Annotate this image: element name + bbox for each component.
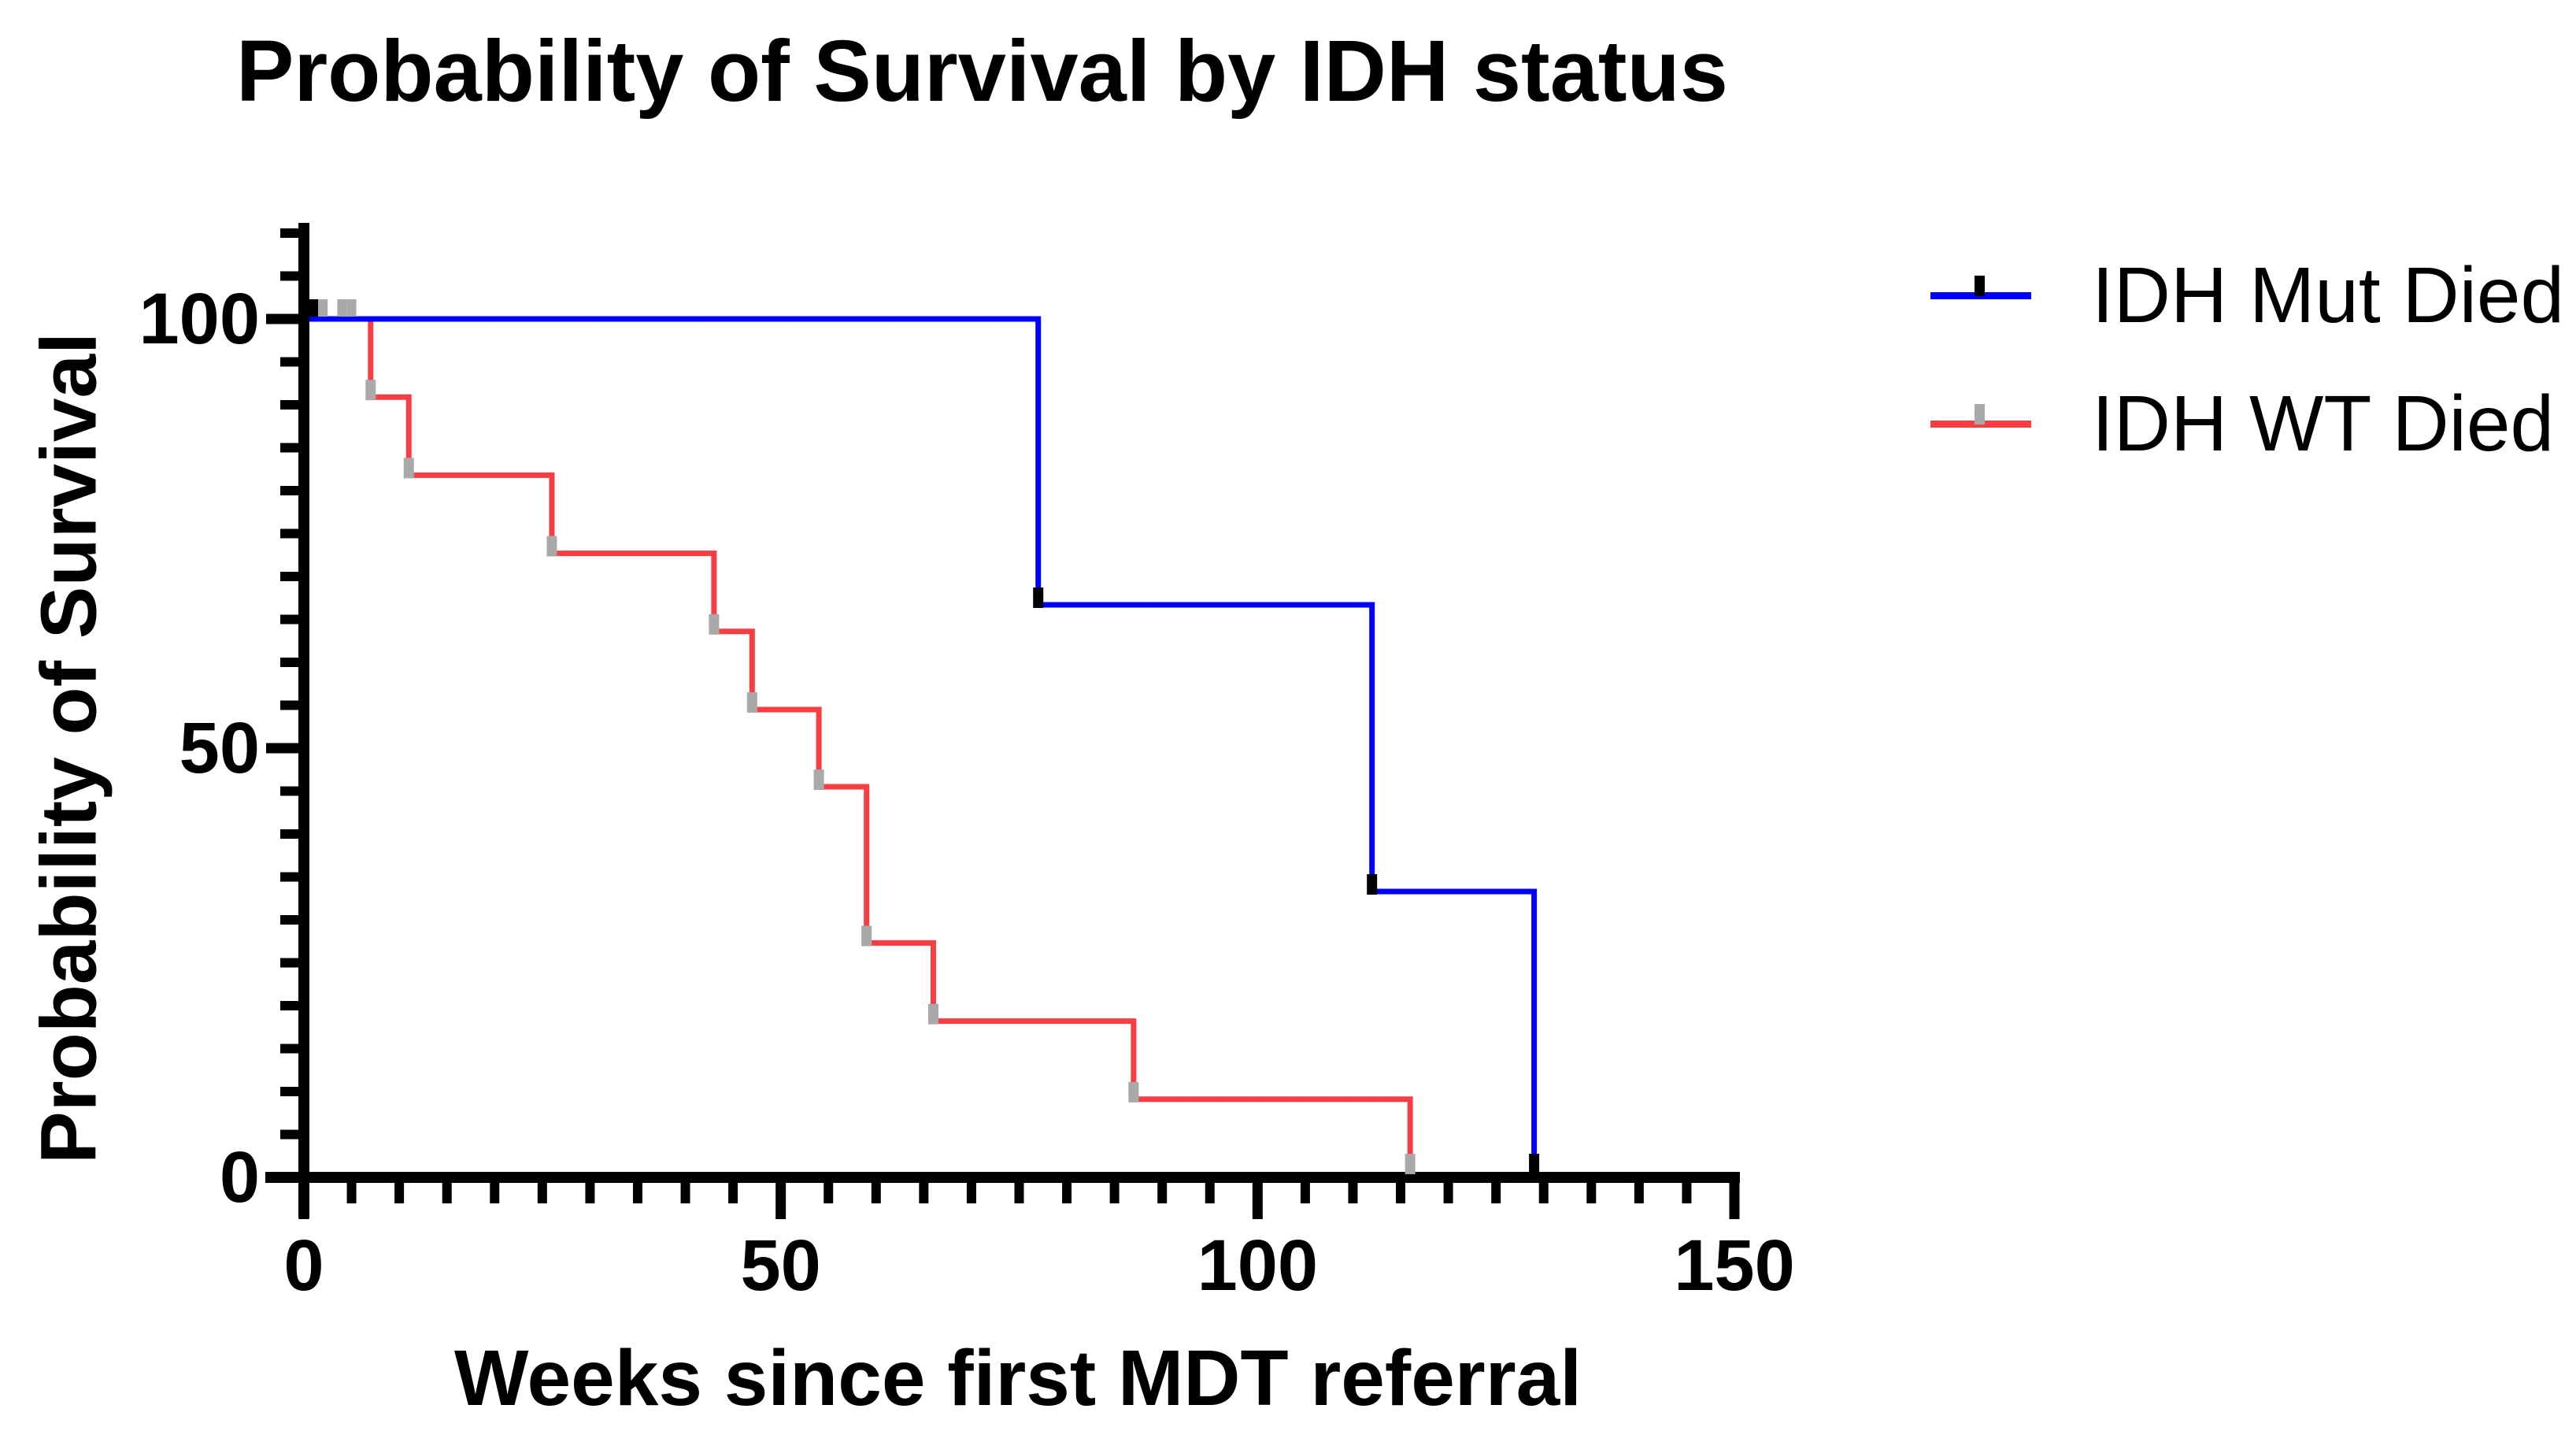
x-minor-tick-145 <box>1682 1183 1692 1203</box>
censor-tick-idh-wt-died-wk4 <box>337 299 347 317</box>
x-minor-tick-140 <box>1634 1183 1644 1203</box>
y-minor-tick-95 <box>280 357 299 367</box>
x-minor-tick-85 <box>1109 1183 1120 1203</box>
event-tick-idh-wt-died-wk54 <box>813 769 824 791</box>
event-tick-idh-wt-died-wk7 <box>365 380 376 401</box>
event-tick-idh-wt-died-wk59 <box>861 925 872 947</box>
y-minor-tick-55 <box>280 700 299 710</box>
x-minor-tick-30 <box>585 1183 595 1203</box>
x-axis-line <box>265 1172 1740 1183</box>
y-minor-tick-110 <box>280 228 299 238</box>
x-tick-label-0: 0 <box>283 1225 324 1306</box>
x-minor-tick-120 <box>1443 1183 1453 1203</box>
x-minor-tick-35 <box>632 1183 642 1203</box>
censor-tick-idh-mut-died-wk1 <box>309 299 319 317</box>
censor-tick-idh-wt-died-wk5 <box>346 299 357 317</box>
censor-tick-idh-wt-died-wk2 <box>318 299 328 317</box>
x-minor-tick-130 <box>1538 1183 1549 1203</box>
y-minor-tick-65 <box>280 614 299 625</box>
y-major-tick-0 <box>266 1172 299 1183</box>
x-tick-label-150: 150 <box>1674 1225 1795 1306</box>
x-minor-tick-70 <box>966 1183 976 1203</box>
y-minor-tick-85 <box>280 443 299 453</box>
y-minor-tick-105 <box>280 271 299 281</box>
y-major-tick-50 <box>266 743 299 754</box>
survival-curve-idh-mut-died <box>304 316 1538 1177</box>
x-minor-tick-125 <box>1491 1183 1501 1203</box>
event-tick-idh-wt-died-wk87 <box>1128 1081 1139 1103</box>
y-minor-tick-35 <box>280 872 299 882</box>
x-minor-tick-40 <box>680 1183 690 1203</box>
x-major-tick-0 <box>298 1183 309 1219</box>
y-minor-tick-40 <box>280 829 299 839</box>
y-tick-label-0: 0 <box>219 1137 260 1218</box>
event-tick-idh-mut-died-wk77 <box>1033 587 1044 608</box>
x-tick-label-100: 100 <box>1197 1225 1319 1306</box>
x-minor-tick-95 <box>1205 1183 1215 1203</box>
x-major-tick-50 <box>775 1183 786 1219</box>
x-minor-tick-5 <box>346 1183 357 1203</box>
y-minor-tick-30 <box>280 915 299 925</box>
y-minor-tick-60 <box>280 658 299 667</box>
x-minor-tick-15 <box>442 1183 452 1203</box>
y-minor-tick-25 <box>280 958 299 968</box>
y-minor-tick-45 <box>280 786 299 796</box>
x-major-tick-150 <box>1729 1183 1740 1219</box>
event-tick-idh-wt-died-wk26 <box>546 536 557 557</box>
event-tick-idh-wt-died-wk66 <box>927 1003 938 1025</box>
x-major-tick-100 <box>1252 1183 1263 1219</box>
y-tick-label-100: 100 <box>139 279 261 359</box>
y-minor-tick-75 <box>280 528 299 539</box>
x-axis-title: Weeks since first MDT referral <box>453 1334 1582 1422</box>
y-minor-tick-5 <box>280 1129 299 1140</box>
y-axis-line <box>298 223 309 1218</box>
event-tick-idh-wt-died-wk11 <box>403 458 414 479</box>
event-tick-idh-wt-died-wk47 <box>746 691 757 713</box>
event-tick-idh-wt-died-wk43 <box>709 613 720 635</box>
y-minor-tick-20 <box>280 1001 299 1010</box>
x-minor-tick-60 <box>871 1183 881 1203</box>
x-minor-tick-55 <box>824 1183 834 1203</box>
x-minor-tick-135 <box>1586 1183 1597 1203</box>
survival-curve-idh-wt-died <box>304 316 1413 1177</box>
x-minor-tick-75 <box>1014 1183 1024 1203</box>
y-major-tick-100 <box>266 313 299 324</box>
y-minor-tick-15 <box>280 1044 299 1054</box>
y-minor-tick-10 <box>280 1087 299 1096</box>
event-tick-idh-mut-died-wk129 <box>1529 1154 1540 1174</box>
x-minor-tick-45 <box>728 1183 738 1203</box>
x-minor-tick-20 <box>490 1183 500 1203</box>
x-tick-label-50: 50 <box>740 1225 821 1306</box>
y-tick-label-50: 50 <box>179 708 260 788</box>
chart-title: Probability of Survival by IDH status <box>236 23 1728 120</box>
x-minor-tick-80 <box>1062 1183 1072 1203</box>
x-minor-tick-110 <box>1348 1183 1358 1203</box>
y-minor-tick-80 <box>280 486 299 495</box>
y-minor-tick-90 <box>280 400 299 410</box>
x-minor-tick-115 <box>1396 1183 1406 1203</box>
event-tick-idh-wt-died-wk116 <box>1405 1154 1416 1174</box>
x-minor-tick-90 <box>1157 1183 1168 1203</box>
x-minor-tick-10 <box>394 1183 405 1203</box>
y-minor-tick-70 <box>280 572 299 581</box>
x-minor-tick-25 <box>537 1183 547 1203</box>
x-minor-tick-65 <box>919 1183 929 1203</box>
event-tick-idh-mut-died-wk112 <box>1367 874 1378 895</box>
x-minor-tick-105 <box>1300 1183 1310 1203</box>
